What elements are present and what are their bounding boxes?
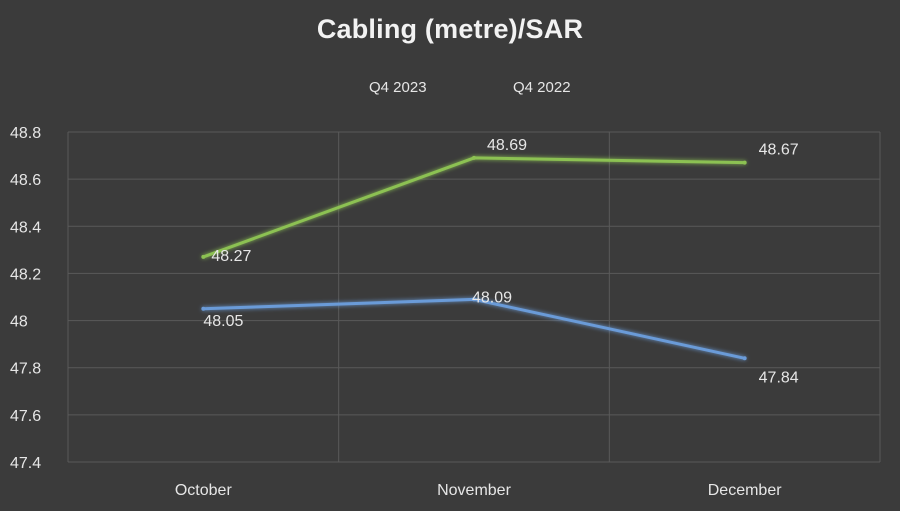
data-label: 48.69 <box>487 137 527 154</box>
data-labels: 48.27 48.69 48.67 48.05 48.09 47.84 <box>203 137 798 386</box>
data-label: 48.27 <box>211 248 251 265</box>
data-point <box>472 297 476 302</box>
x-tick-label: November <box>437 482 511 499</box>
y-tick-label: 48.8 <box>10 125 41 142</box>
x-tick-label: October <box>175 482 233 499</box>
y-tick-label: 47.8 <box>10 361 41 378</box>
y-tick-label: 47.6 <box>10 408 41 425</box>
axis-ticks: 47.4 47.6 47.8 48 48.2 48.4 48.6 48.8 October Nov… <box>10 125 782 499</box>
series-line-q4-2023 <box>201 156 747 259</box>
data-point <box>742 160 747 165</box>
y-tick-label: 48.2 <box>10 266 41 283</box>
y-tick-label: 48.4 <box>10 219 41 236</box>
data-label: 47.84 <box>759 369 799 386</box>
data-point <box>201 306 206 311</box>
gridlines <box>67 131 881 463</box>
data-point <box>742 356 747 361</box>
y-tick-label: 47.4 <box>10 455 41 472</box>
x-tick-label: December <box>708 482 782 499</box>
data-point <box>201 254 206 259</box>
y-tick-label: 48 <box>10 314 28 331</box>
y-tick-label: 48.6 <box>10 172 41 189</box>
chart-title: Cabling (metre)/SAR <box>316 14 584 44</box>
legend-label: Q4 2023 <box>369 79 427 96</box>
data-label: 48.09 <box>472 289 512 306</box>
data-point <box>472 155 476 160</box>
legend-label: Q4 2022 <box>513 79 571 96</box>
data-label: 48.67 <box>759 142 799 159</box>
data-label: 48.05 <box>203 313 243 330</box>
series-line-q4-2022 <box>201 297 747 360</box>
series <box>201 155 747 361</box>
legend: Q4 2023 Q4 2022 <box>319 79 571 96</box>
